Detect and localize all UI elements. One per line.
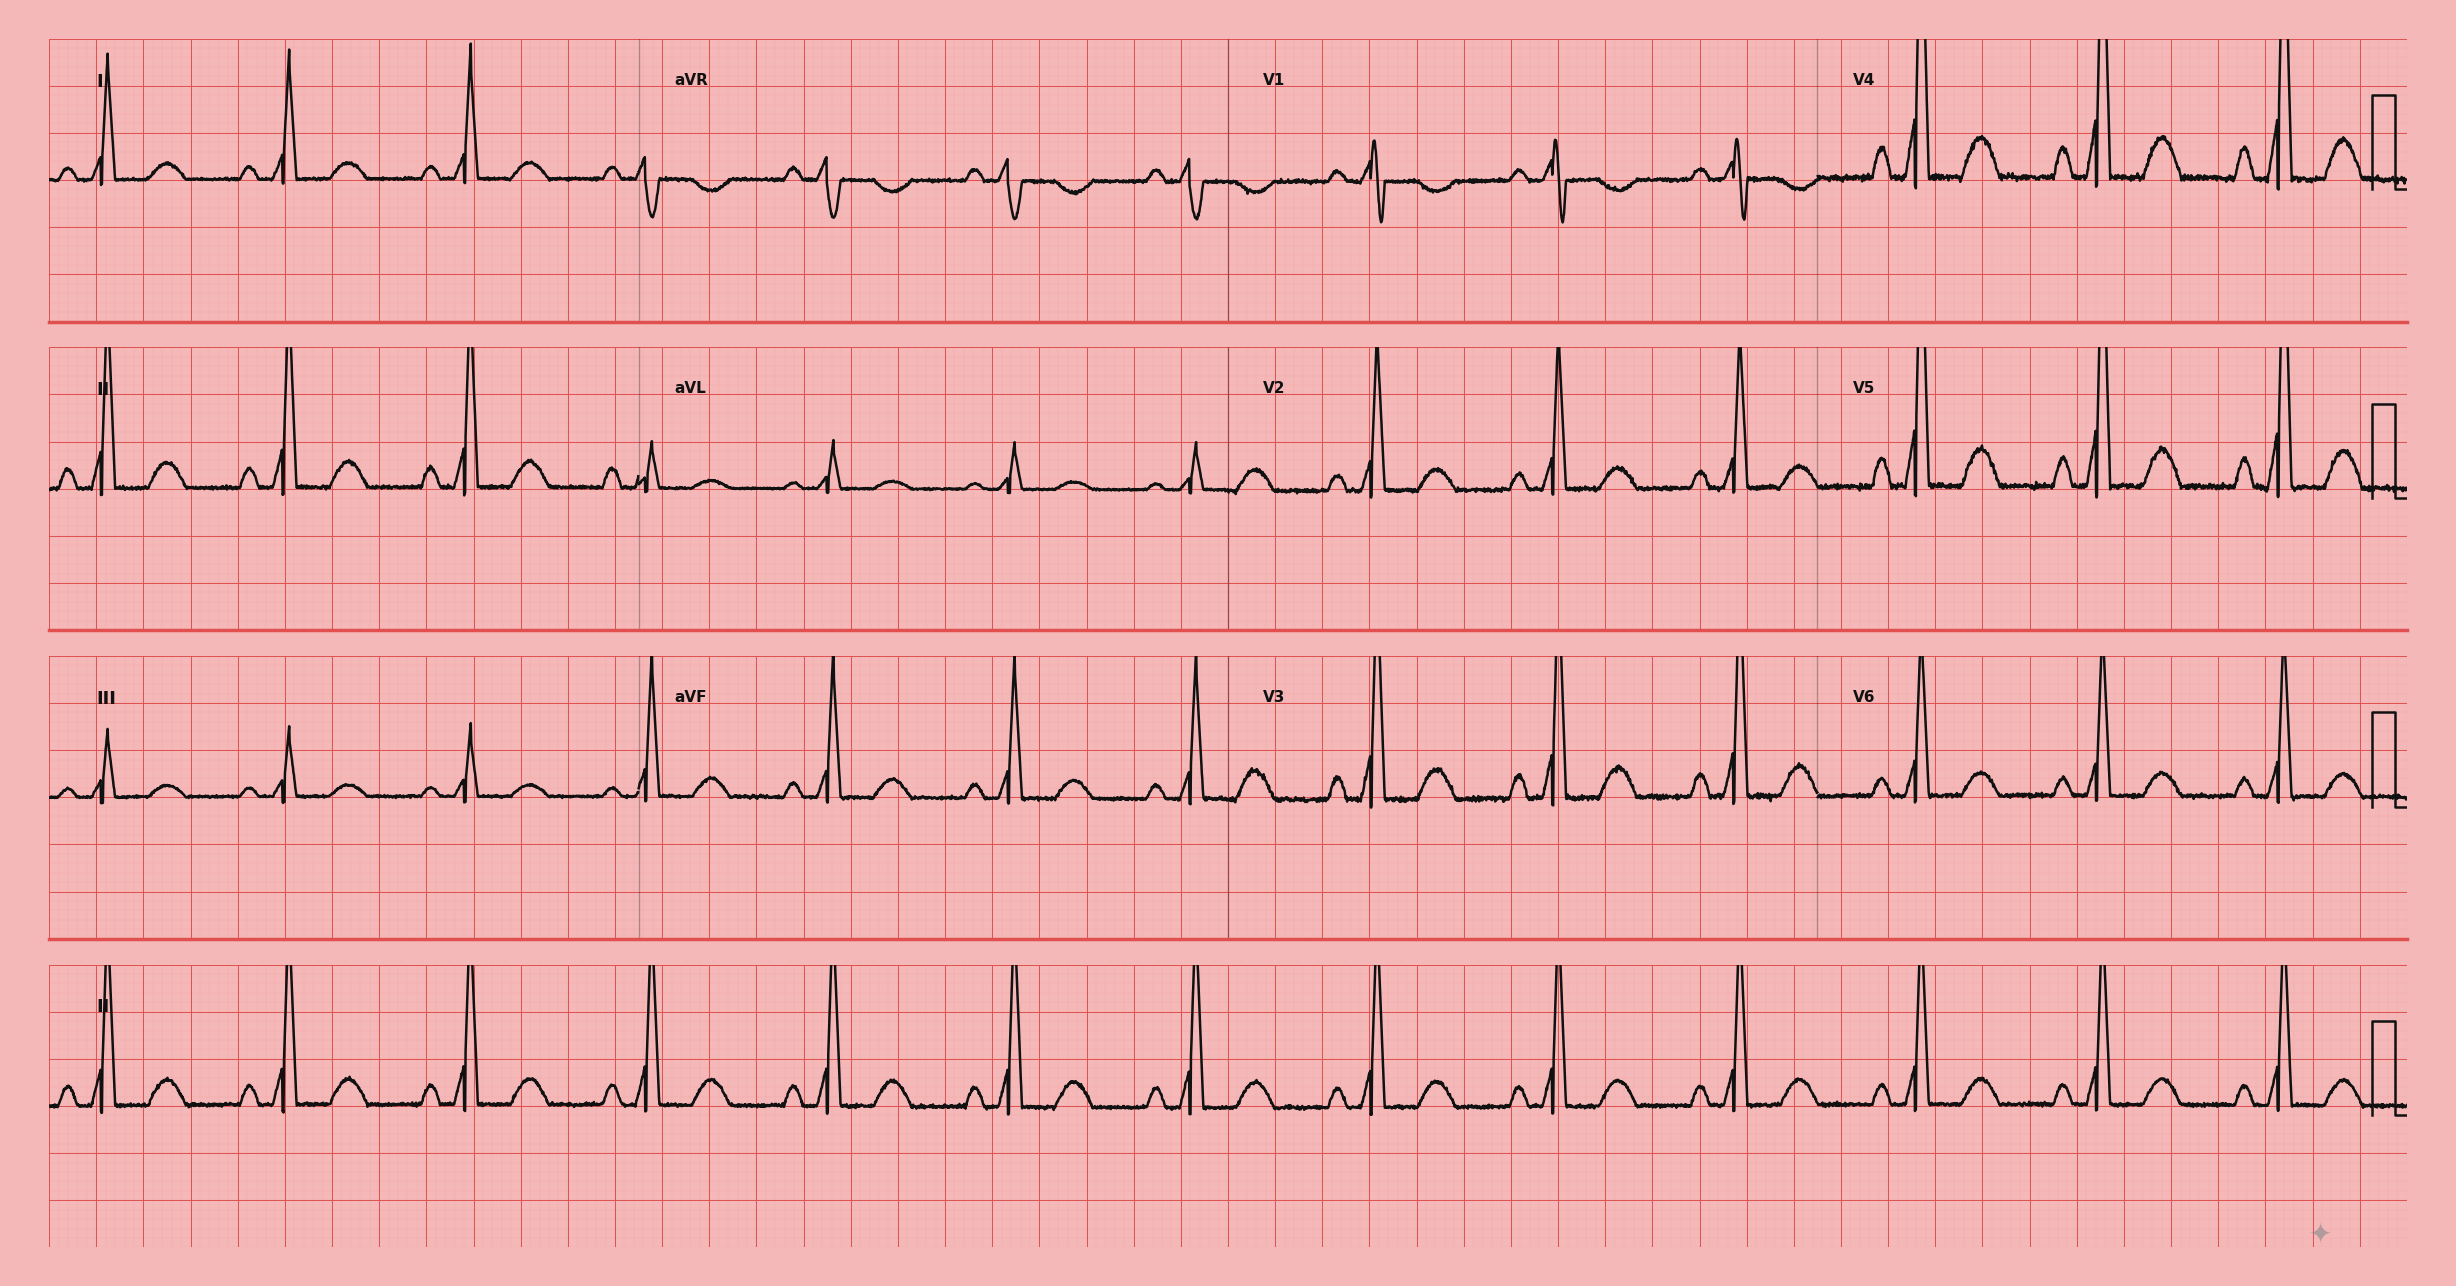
Text: I: I [96,72,103,90]
Text: aVR: aVR [673,72,707,87]
Text: aVF: aVF [673,689,707,705]
Text: V3: V3 [1262,689,1287,705]
Text: II: II [96,998,111,1016]
Text: V4: V4 [1852,72,1876,87]
Text: V6: V6 [1852,689,1876,705]
Text: aVL: aVL [673,381,705,396]
Text: ✦: ✦ [2309,1220,2333,1249]
Text: III: III [96,689,115,707]
Text: V1: V1 [1262,72,1284,87]
Text: II: II [96,381,111,399]
Text: V5: V5 [1852,381,1876,396]
Text: V2: V2 [1262,381,1287,396]
